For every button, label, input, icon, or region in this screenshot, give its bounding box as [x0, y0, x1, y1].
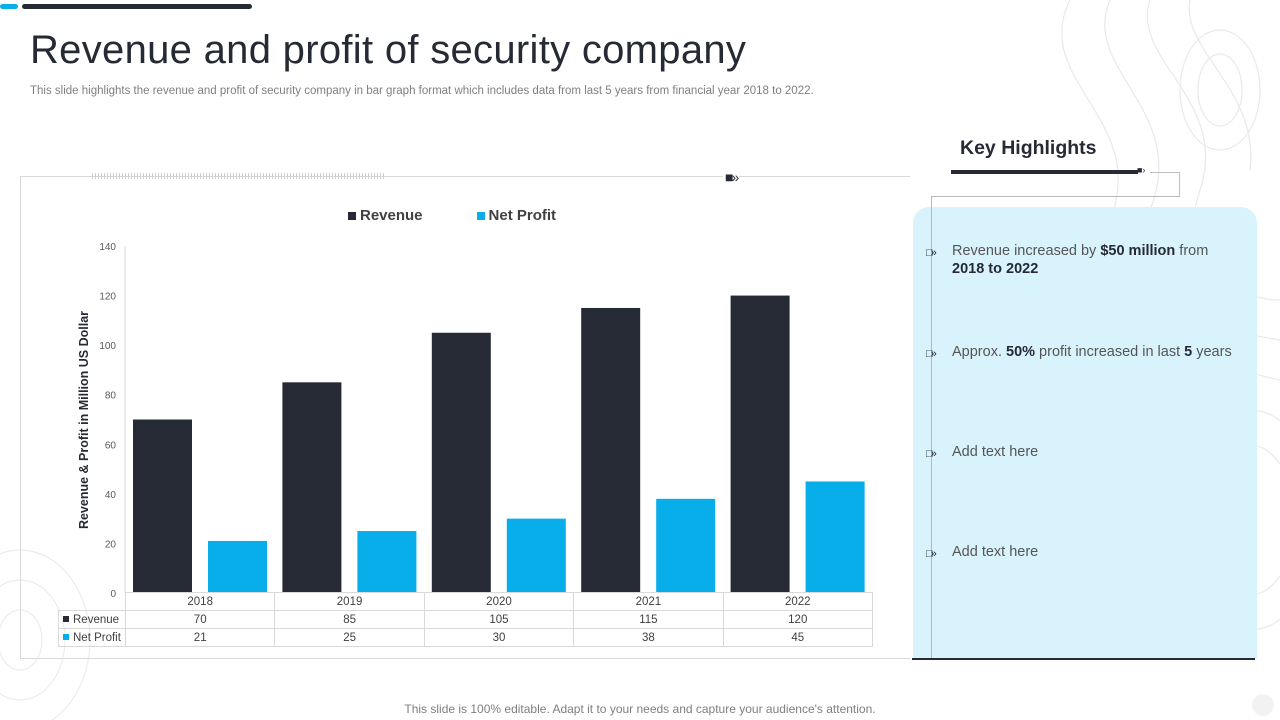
y-tick-label: 20: [105, 539, 117, 550]
frame-arrow-icon: ■»: [723, 169, 739, 185]
bar-revenue: [282, 382, 342, 593]
y-tick-label: 80: [105, 391, 117, 402]
legend-item-revenue: Revenue: [348, 207, 423, 224]
arrow-bullet-icon: □»: [926, 548, 937, 560]
highlight-item: □» Approx. 50% profit increased in last …: [926, 343, 1246, 363]
arrow-bullet-icon: □»: [926, 448, 937, 460]
y-tick-label: 140: [99, 242, 116, 253]
page-title: Revenue and profit of security company: [30, 28, 747, 72]
data-table-row-label: Net Profit: [58, 628, 126, 647]
highlight-text: Revenue increased by $50 million from 20…: [952, 242, 1208, 278]
key-highlights-underline: [951, 170, 1138, 174]
data-table-cell: 115: [573, 610, 724, 629]
data-table-row-revenue: Revenue 70 85 105 115 120: [58, 610, 873, 629]
net-profit-swatch: [63, 634, 69, 641]
data-table-cell: 25: [274, 628, 425, 647]
data-table-label-revenue: Revenue: [73, 613, 120, 626]
highlight-text-part: profit increased in last: [1035, 344, 1185, 360]
data-table-cell: 21: [124, 628, 276, 647]
key-highlights-panel: [913, 207, 1257, 659]
highlight-item: □» Revenue increased by $50 million from…: [926, 242, 1246, 278]
data-table-cell: 120: [722, 610, 873, 629]
data-table-cell: 70: [124, 610, 276, 629]
top-accent-dark: [22, 4, 252, 9]
arrow-bullet-icon: □»: [926, 247, 937, 259]
highlight-text: Approx. 50% profit increased in last 5 y…: [952, 343, 1232, 361]
data-table-cell: 30: [423, 628, 575, 647]
highlight-text-emphasis: 5: [1184, 344, 1193, 360]
footer-note: This slide is 100% editable. Adapt it to…: [404, 702, 876, 716]
legend-swatch-net-profit: [476, 211, 485, 220]
chart-legend: Revenue Net Profit: [348, 207, 556, 224]
highlight-text: Add text here: [952, 544, 1039, 560]
data-table-year: 2020: [423, 592, 575, 611]
data-table-cell: 105: [423, 610, 575, 629]
highlight-item: □» Add text here: [926, 443, 1246, 463]
bar-net-profit: [506, 518, 566, 593]
y-tick-label: 40: [105, 490, 117, 501]
corner-decoration: [1252, 694, 1274, 716]
chart-data-table: 2018 2019 2020 2021 2022 Revenue 70 85 1…: [58, 592, 873, 647]
top-accent-blue: [0, 4, 18, 9]
data-table-label-net-profit: Net Profit: [73, 631, 121, 644]
data-table-year: 2019: [274, 592, 425, 611]
bar-net-profit: [805, 481, 865, 593]
highlight-text-part: years: [1192, 344, 1232, 360]
y-tick-label: 100: [99, 341, 116, 352]
highlight-text: Add text here: [952, 444, 1039, 460]
legend-label-revenue: Revenue: [360, 207, 423, 224]
bar-revenue: [431, 332, 491, 593]
data-table-year: 2022: [722, 592, 873, 611]
key-highlights-title: Key Highlights: [960, 137, 1097, 159]
bar-revenue: [581, 307, 641, 593]
data-table-header-row: 2018 2019 2020 2021 2022: [58, 592, 873, 611]
chart-frame: [20, 176, 910, 659]
data-table-row-label: Revenue: [58, 610, 126, 629]
highlight-text-emphasis: $50 million: [1100, 243, 1176, 259]
highlight-text-part: Revenue increased by: [952, 243, 1101, 259]
legend-swatch-revenue: [348, 211, 356, 220]
data-table-corner: [58, 592, 126, 611]
highlight-text-part: Approx.: [952, 344, 1006, 360]
bar-net-profit: [357, 531, 417, 593]
data-table-year: 2018: [124, 592, 276, 611]
bar-net-profit: [208, 540, 267, 593]
legend-item-net-profit: Net Profit: [476, 207, 557, 224]
key-highlights-base-line: [912, 658, 1255, 660]
data-table-cell: 38: [573, 628, 724, 647]
underline-arrow-icon: ■›: [1137, 165, 1146, 175]
data-table-cell: 85: [274, 610, 425, 629]
page-subtitle: This slide highlights the revenue and pr…: [30, 85, 814, 97]
key-highlights-connector: [1150, 172, 1180, 196]
frame-dotted-accent: [92, 173, 384, 179]
y-tick-label: 120: [99, 292, 116, 303]
arrow-bullet-icon: □»: [926, 348, 937, 360]
highlight-item: □» Add text here: [926, 543, 1246, 563]
highlight-text-emphasis: 2018 to 2022: [952, 261, 1039, 277]
bar-revenue: [133, 419, 192, 593]
highlight-text-emphasis: 50%: [1006, 344, 1036, 360]
highlight-text-part: from: [1175, 243, 1209, 259]
data-table-cell: 45: [722, 628, 873, 647]
y-tick-label: 60: [105, 440, 117, 451]
revenue-swatch: [63, 616, 69, 623]
data-table-row-net-profit: Net Profit 21 25 30 38 45: [58, 628, 873, 647]
bar-revenue: [730, 295, 790, 593]
bar-net-profit: [656, 498, 716, 593]
legend-label-net-profit: Net Profit: [488, 207, 557, 224]
data-table-year: 2021: [573, 592, 724, 611]
